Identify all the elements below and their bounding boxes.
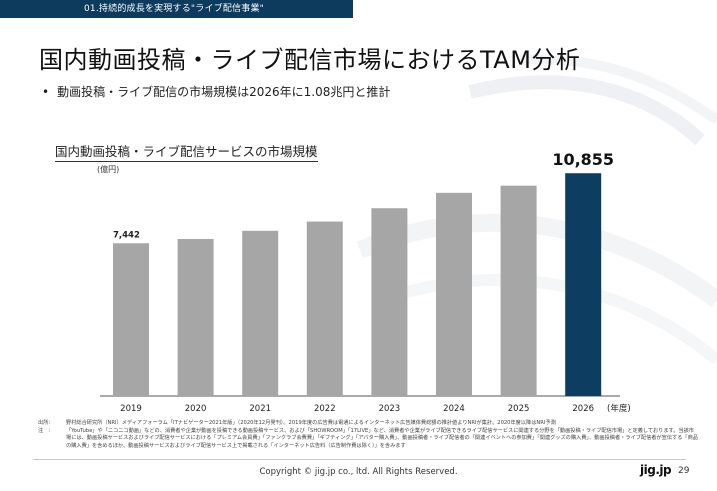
x-tick-label-2026: 2026	[572, 404, 594, 414]
x-tick-label-2023: 2023	[379, 404, 401, 414]
summary-bullet: 動画投稿・ライブ配信の市場規模は2026年に1.08兆円と推計	[42, 83, 390, 100]
note-text: 「YouTube」や「ニコニコ動画」などの、消費者や企業が動画を投稿できる動画投…	[66, 427, 698, 449]
x-tick-label-2020: 2020	[185, 404, 207, 414]
x-tick-label-2019: 2019	[120, 404, 142, 414]
source-text: 野村総合研究所（NRI）メディアフォーラム「ITナビゲーター2021年版」（20…	[66, 420, 556, 426]
x-tick-label-2022: 2022	[314, 404, 336, 414]
bar-2022	[306, 221, 343, 396]
copyright: Copyright © jig.jp co., ltd. All Rights …	[259, 467, 458, 477]
bar-2023	[371, 208, 408, 396]
x-tick-label-2024: 2024	[443, 404, 465, 414]
y-unit-label: (億円)	[97, 165, 120, 174]
page-title: 国内動画投稿・ライブ配信市場におけるTAM分析	[39, 46, 581, 74]
section-tag: 01.持続的成長を実現する"ライブ配信事業"	[0, 0, 353, 18]
data-label-2019: 7,442	[113, 230, 140, 240]
footer-divider	[33, 459, 686, 460]
source-notes: 出所： 野村総合研究所（NRI）メディアフォーラム「ITナビゲーター2021年版…	[38, 420, 698, 450]
bar-2025	[500, 185, 537, 396]
data-label-2026: 10,855	[552, 150, 614, 169]
bar-2026	[565, 173, 602, 396]
x-axis-unit-label: (年度)	[607, 403, 631, 414]
bar-2020	[177, 239, 214, 396]
bar-2024	[436, 192, 472, 396]
source-label: 出所：	[38, 420, 54, 426]
bar-2019	[113, 243, 149, 396]
note-label: 注 ：	[38, 427, 54, 434]
page-number: 29	[678, 466, 690, 476]
company-logo: jig.jp	[640, 463, 672, 477]
x-tick-label-2021: 2021	[249, 404, 271, 414]
chart-title: 国内動画投稿・ライブ配信サービスの市場規模	[55, 141, 318, 162]
x-tick-label-2025: 2025	[508, 404, 530, 414]
bar-2021	[242, 230, 279, 396]
